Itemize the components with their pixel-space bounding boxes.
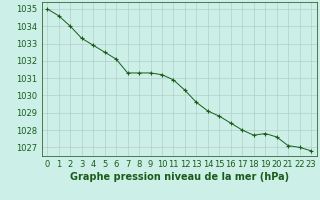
X-axis label: Graphe pression niveau de la mer (hPa): Graphe pression niveau de la mer (hPa): [70, 172, 289, 182]
